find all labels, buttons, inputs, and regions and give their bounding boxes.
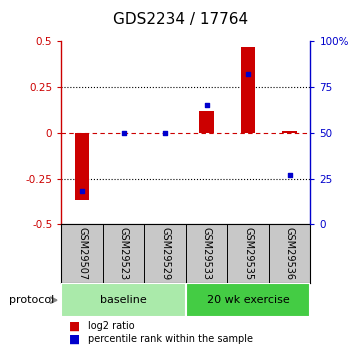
Text: GSM29523: GSM29523 bbox=[119, 227, 129, 280]
Text: protocol: protocol bbox=[9, 295, 54, 305]
Bar bbox=[61, 283, 186, 317]
Point bbox=[204, 102, 209, 108]
Text: GSM29533: GSM29533 bbox=[202, 227, 212, 280]
Point bbox=[162, 130, 168, 136]
Point bbox=[287, 172, 292, 178]
Text: GSM29507: GSM29507 bbox=[77, 227, 87, 280]
Text: log2 ratio: log2 ratio bbox=[88, 321, 135, 331]
Text: GSM29536: GSM29536 bbox=[285, 227, 295, 280]
Text: baseline: baseline bbox=[100, 295, 147, 305]
Bar bbox=[282, 131, 297, 133]
Bar bbox=[199, 111, 214, 133]
Text: ■: ■ bbox=[69, 333, 80, 345]
Bar bbox=[75, 133, 90, 200]
Bar bbox=[186, 283, 310, 317]
Point bbox=[245, 71, 251, 77]
Text: 20 wk exercise: 20 wk exercise bbox=[207, 295, 290, 305]
Text: GDS2234 / 17764: GDS2234 / 17764 bbox=[113, 12, 248, 27]
Point bbox=[79, 189, 85, 194]
Text: GSM29529: GSM29529 bbox=[160, 227, 170, 280]
Bar bbox=[241, 47, 256, 133]
Text: GSM29535: GSM29535 bbox=[243, 227, 253, 280]
Point bbox=[121, 130, 126, 136]
Text: percentile rank within the sample: percentile rank within the sample bbox=[88, 334, 253, 344]
Text: ■: ■ bbox=[69, 319, 80, 333]
